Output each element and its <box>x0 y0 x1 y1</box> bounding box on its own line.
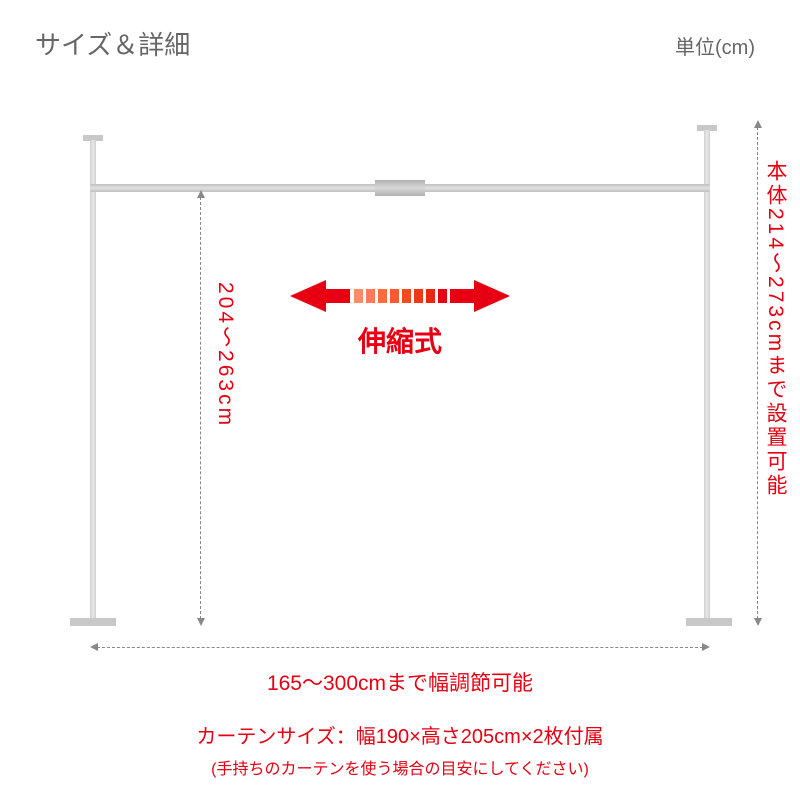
curtain-size-main: カーテンサイズ：幅190×高さ205cm×2枚付属 <box>0 720 800 749</box>
pole-right <box>704 130 710 620</box>
dim-line-outer-height <box>757 122 758 624</box>
dim-line-width <box>92 647 708 648</box>
extend-label: 伸縮式 <box>358 320 442 360</box>
curtain-size-sub: (手持ちのカーテンを使う場合の目安にしてください) <box>0 755 800 779</box>
extend-arrow-icon <box>290 277 510 315</box>
pole-left <box>90 140 96 620</box>
label-inner-height: 204〜263cm <box>210 282 240 428</box>
dimension-diagram: 204〜263cm 本体214〜273cmまで設置可能 165〜300cmまで幅… <box>0 62 800 662</box>
curtain-info: カーテンサイズ：幅190×高さ205cm×2枚付属 (手持ちのカーテンを使う場合… <box>0 720 800 779</box>
horizontal-bar-joint <box>375 180 425 196</box>
label-width: 165〜300cmまで幅調節可能 <box>0 667 800 697</box>
pole-foot-right <box>686 618 732 626</box>
dim-line-inner-height <box>200 192 201 624</box>
pole-foot-left <box>70 618 116 626</box>
label-outer-height: 本体214〜273cmまで設置可能 <box>760 160 790 498</box>
unit-label: 単位(cm) <box>675 31 755 60</box>
page-title: サイズ＆詳細 <box>35 25 190 62</box>
